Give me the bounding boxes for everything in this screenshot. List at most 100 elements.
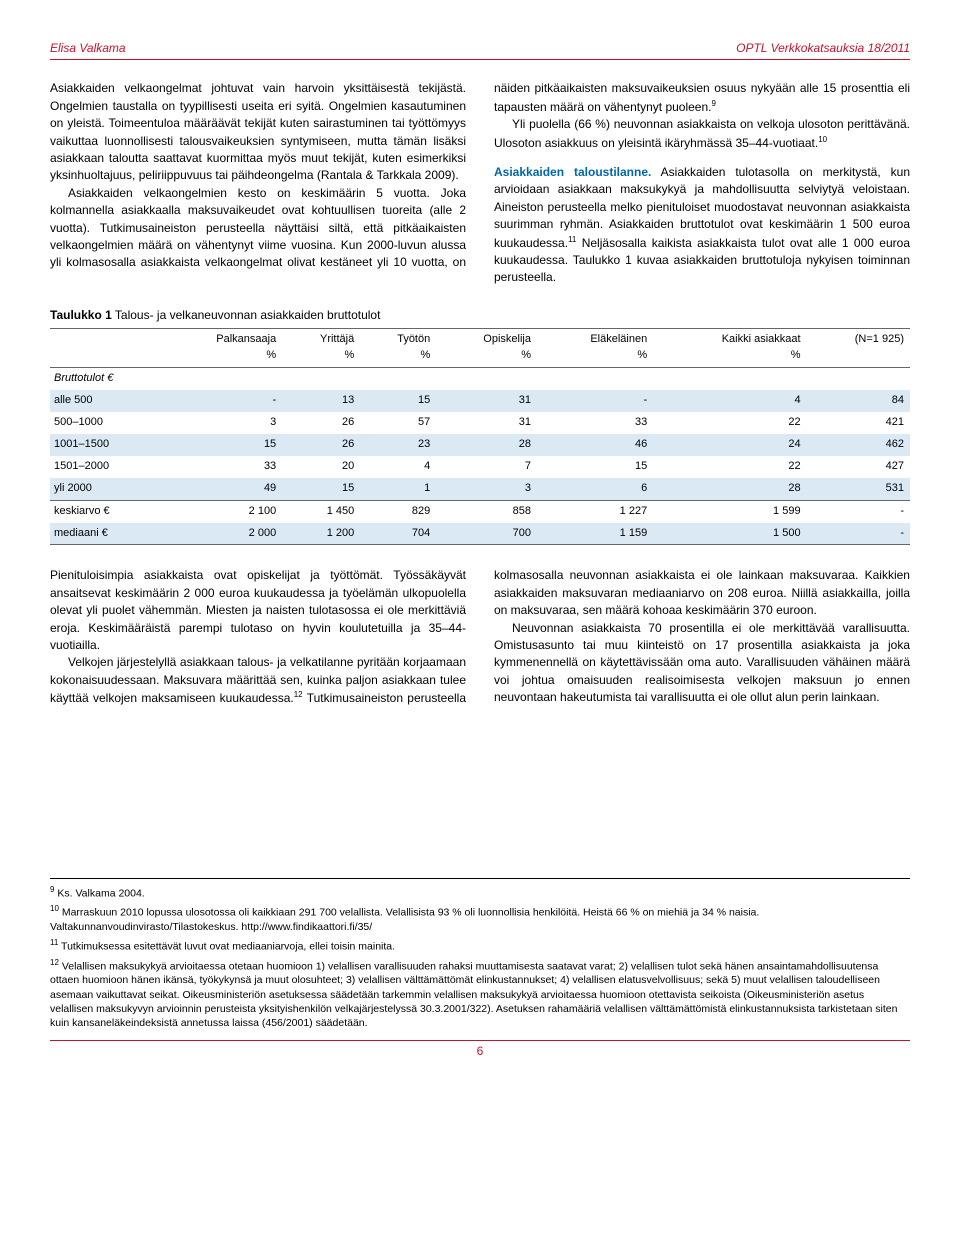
- cell: 1 500: [653, 523, 806, 545]
- th-6: Kaikki asiakkaat %: [653, 329, 806, 368]
- cell: 829: [360, 500, 436, 522]
- cell: 1 227: [537, 500, 653, 522]
- body-columns-1: Asiakkaiden velkaongelmat johtuvat vain …: [50, 80, 910, 286]
- cell: 1 159: [537, 523, 653, 545]
- cell: 26: [282, 412, 360, 434]
- cell: 31: [436, 390, 537, 412]
- cell: 427: [807, 456, 910, 478]
- footnote-11: 11 Tutkimuksessa esitettävät luvut ovat …: [50, 938, 910, 954]
- cell: 15: [360, 390, 436, 412]
- th-3: Työtön %: [360, 329, 436, 368]
- p5-text: Pienituloisimpia asiakkaista ovat opiske…: [50, 568, 466, 652]
- cell: 3: [161, 412, 282, 434]
- cell: 858: [436, 500, 537, 522]
- p1-text: Asiakkaiden velkaongelmat johtuvat vain …: [50, 81, 466, 182]
- th-6-text: Kaikki asiakkaat %: [722, 333, 801, 361]
- table-caption: Taulukko 1 Talous- ja velkaneuvonnan asi…: [50, 307, 910, 324]
- footnote-10: 10 Marraskuun 2010 lopussa ulosotossa ol…: [50, 904, 910, 934]
- th-2-text: Yrittäjä %: [320, 333, 354, 361]
- table-row: 1501–20003320471522427: [50, 456, 910, 478]
- th-2: Yrittäjä %: [282, 329, 360, 368]
- page-header: Elisa Valkama OPTL Verkkokatsauksia 18/2…: [50, 40, 910, 60]
- cell: 33: [537, 412, 653, 434]
- cell: 1001–1500: [50, 434, 161, 456]
- summary-row: keskiarvo €2 1001 4508298581 2271 599-: [50, 500, 910, 522]
- cell: 26: [282, 434, 360, 456]
- cell: 22: [653, 456, 806, 478]
- cell: keskiarvo €: [50, 500, 161, 522]
- fn12-text: Velallisen maksukykyä arvioitaessa oteta…: [50, 960, 897, 1029]
- paragraph-3b: Yli puolella (66 %) neuvonnan asiakkaist…: [494, 116, 910, 152]
- footnote-9: 9 Ks. Valkama 2004.: [50, 885, 910, 901]
- paragraph-1: Asiakkaiden velkaongelmat johtuvat vain …: [50, 80, 466, 184]
- cell: 700: [436, 523, 537, 545]
- table-caption-rest: Talous- ja velkaneuvonnan asiakkaiden br…: [112, 308, 381, 322]
- cell: 2 000: [161, 523, 282, 545]
- summary-row: mediaani €2 0001 2007047001 1591 500-: [50, 523, 910, 545]
- income-table: Palkansaaja % Yrittäjä % Työtön % Opiske…: [50, 328, 910, 545]
- th-1: Palkansaaja %: [161, 329, 282, 368]
- fn11-text: Tutkimuksessa esitettävät luvut ovat med…: [58, 941, 395, 953]
- table-row: yli 2000491513628531: [50, 478, 910, 500]
- th-5: Eläkeläinen %: [537, 329, 653, 368]
- table-caption-bold: Taulukko 1: [50, 308, 112, 322]
- footnotes: 9 Ks. Valkama 2004. 10 Marraskuun 2010 l…: [50, 878, 910, 1031]
- fn10-sup: 10: [50, 904, 59, 913]
- cell: 13: [282, 390, 360, 412]
- cell: -: [807, 500, 910, 522]
- cell: 15: [282, 478, 360, 500]
- th-7: (N=1 925): [807, 329, 910, 368]
- sup-12: 12: [294, 690, 303, 699]
- cell: 1 450: [282, 500, 360, 522]
- p3b-text: Yli puolella (66 %) neuvonnan asiakkaist…: [494, 117, 910, 149]
- cell: -: [161, 390, 282, 412]
- cell: 4: [360, 456, 436, 478]
- header-journal: OPTL Verkkokatsauksia 18/2011: [736, 40, 910, 57]
- cell: 3: [436, 478, 537, 500]
- paragraph-5: Pienituloisimpia asiakkaista ovat opiske…: [50, 567, 466, 654]
- footnote-12: 12 Velallisen maksukykyä arvioitaessa ot…: [50, 958, 910, 1030]
- cell: -: [807, 523, 910, 545]
- cell: -: [537, 390, 653, 412]
- cell: 500–1000: [50, 412, 161, 434]
- fn12-sup: 12: [50, 958, 59, 967]
- table-header-row: Palkansaaja % Yrittäjä % Työtön % Opiske…: [50, 329, 910, 368]
- cell: 704: [360, 523, 436, 545]
- cell: 46: [537, 434, 653, 456]
- cell: alle 500: [50, 390, 161, 412]
- cell: 28: [653, 478, 806, 500]
- th-3-text: Työtön %: [397, 333, 430, 361]
- brutto-label-row: Bruttotulot €: [50, 367, 910, 389]
- cell: 24: [653, 434, 806, 456]
- cell: 462: [807, 434, 910, 456]
- cell: 23: [360, 434, 436, 456]
- cell: 531: [807, 478, 910, 500]
- brutto-label: Bruttotulot €: [50, 367, 910, 389]
- cell: 31: [436, 412, 537, 434]
- th-4: Opiskelija %: [436, 329, 537, 368]
- th-7-text: (N=1 925): [855, 333, 904, 345]
- table-row: 1001–1500152623284624462: [50, 434, 910, 456]
- body-columns-2: Pienituloisimpia asiakkaista ovat opiske…: [50, 567, 910, 707]
- cell: mediaani €: [50, 523, 161, 545]
- cell: 15: [537, 456, 653, 478]
- table-head: Palkansaaja % Yrittäjä % Työtön % Opiske…: [50, 329, 910, 368]
- p3a-text: den pitkäaikaisten maksuvaikeuksien osuu…: [494, 81, 910, 113]
- cell: 15: [161, 434, 282, 456]
- page-number: 6: [50, 1040, 910, 1060]
- cell: 20: [282, 456, 360, 478]
- cell: 84: [807, 390, 910, 412]
- cell: 6: [537, 478, 653, 500]
- paragraph-4: Asiakkaiden taloustilanne. Asiakkaiden t…: [494, 164, 910, 287]
- cell: 1501–2000: [50, 456, 161, 478]
- cell: 22: [653, 412, 806, 434]
- cell: 7: [436, 456, 537, 478]
- cell: 1: [360, 478, 436, 500]
- cell: 49: [161, 478, 282, 500]
- cell: 1 200: [282, 523, 360, 545]
- table-row: 500–100032657313322421: [50, 412, 910, 434]
- th-1-text: Palkansaaja %: [216, 333, 276, 361]
- sup-10: 10: [818, 135, 827, 144]
- table-row: alle 500-131531-484: [50, 390, 910, 412]
- th-4-text: Opiskelija %: [483, 333, 531, 361]
